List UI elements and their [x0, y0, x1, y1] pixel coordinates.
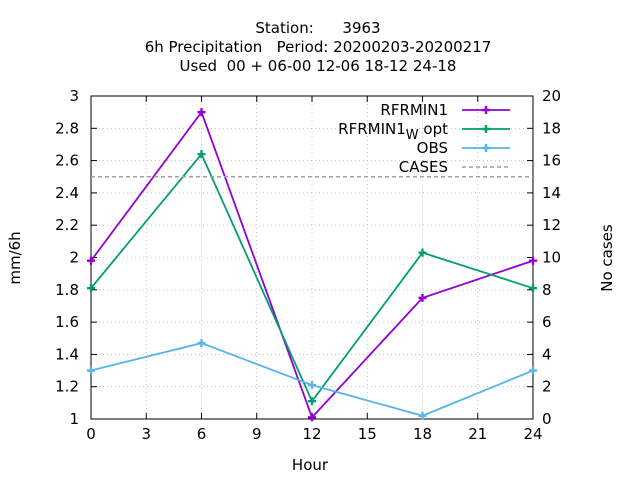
grid	[91, 96, 533, 419]
y2-tick-label: 14	[542, 184, 561, 202]
y2-tick-label: 2	[542, 378, 552, 396]
y2-tick-label: 12	[542, 216, 561, 234]
x-tick-label: 21	[468, 425, 487, 443]
data-point	[197, 108, 206, 117]
y-tick-label: 2.2	[55, 216, 79, 234]
data-point	[418, 248, 427, 257]
data-point	[418, 293, 427, 302]
x-tick-label: 6	[197, 425, 207, 443]
y-tick-label: 1.6	[55, 313, 79, 331]
data-point	[87, 284, 95, 293]
data-point	[197, 150, 206, 159]
legend-label: OBS	[417, 139, 448, 157]
data-point	[308, 413, 316, 422]
data-point	[418, 411, 427, 420]
title-line-2: 6h Precipitation Period: 20200203-202002…	[145, 38, 492, 56]
y-tick-label: 2.8	[55, 119, 79, 137]
x-tick-label: 15	[358, 425, 377, 443]
x-tick-label: 3	[141, 425, 151, 443]
y2-tick-label: 0	[542, 410, 552, 428]
legend-marker	[482, 144, 490, 152]
x-tick-label: 24	[523, 425, 542, 443]
y-tick-label: 1.8	[55, 281, 79, 299]
axis-ticks: 0 3 6 9 12 15 18 21 2411.21.41.61.822.22.42.62.8…	[55, 87, 561, 443]
y-tick-label: 1.4	[55, 345, 79, 363]
y-axis-label: mm/6h	[6, 231, 24, 284]
y2-tick-label: 4	[542, 345, 552, 363]
legend-marker	[482, 106, 490, 114]
title-line-3: Used 00 + 06-00 12-06 18-12 24-18	[180, 57, 457, 75]
y2-tick-label: 18	[542, 119, 561, 137]
x-tick-label: 12	[302, 425, 321, 443]
legend-marker	[482, 125, 490, 133]
y-tick-label: 2.4	[55, 184, 79, 202]
data-point	[87, 256, 95, 265]
data-point	[529, 284, 537, 293]
legend-label: RFRMIN1	[380, 101, 448, 119]
legend-entry-1: RFRMIN1W opt	[338, 120, 510, 143]
chart-title: Station: 3963 6h Precipitation Period: 2…	[145, 19, 492, 75]
title-line-1: Station: 3963	[255, 19, 380, 37]
data-point	[308, 397, 316, 406]
legend-label: CASES	[399, 158, 448, 176]
data-point	[308, 381, 316, 390]
series-layer	[87, 108, 537, 422]
x-tick-label: 9	[252, 425, 262, 443]
legend-entry-0: RFRMIN1	[380, 101, 510, 119]
series-1	[87, 150, 537, 406]
data-point	[529, 366, 537, 375]
y-tick-label: 2	[69, 249, 79, 267]
data-point	[87, 366, 95, 375]
x-axis-label: Hour	[292, 456, 329, 474]
y2-tick-label: 20	[542, 87, 561, 105]
legend-entry-3: CASES	[399, 158, 510, 176]
x-tick-label: 0	[86, 425, 96, 443]
y2-tick-label: 16	[542, 152, 561, 170]
legend-entry-2: OBS	[417, 139, 510, 157]
series-0	[87, 108, 537, 422]
series-2	[87, 339, 537, 420]
data-point	[529, 256, 537, 265]
y-tick-label: 3	[69, 87, 79, 105]
y-tick-label: 1.2	[55, 378, 79, 396]
y2-tick-label: 6	[542, 313, 552, 331]
y2-axis-label: No cases	[598, 224, 616, 292]
y2-tick-label: 10	[542, 249, 561, 267]
x-tick-label: 18	[413, 425, 432, 443]
y-tick-label: 1	[69, 410, 79, 428]
y2-tick-label: 8	[542, 281, 552, 299]
y-tick-label: 2.6	[55, 152, 79, 170]
legend-label: RFRMIN1W opt	[338, 120, 448, 143]
data-point	[197, 339, 206, 348]
